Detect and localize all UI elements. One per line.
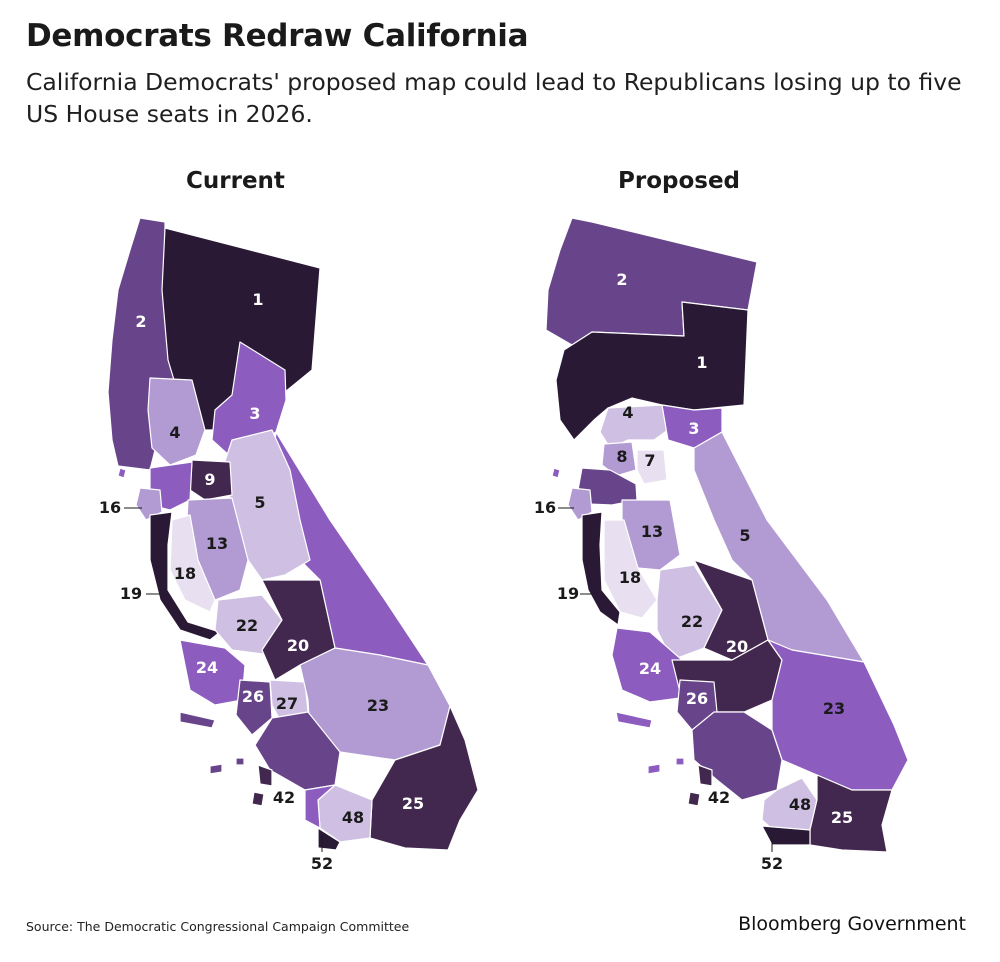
district-22 — [656, 564, 723, 661]
district-la-cluster — [691, 711, 783, 801]
island — [697, 764, 713, 787]
island — [235, 757, 245, 766]
label-16: 16 — [534, 498, 556, 517]
label-5: 5 — [254, 493, 265, 512]
label-20: 20 — [726, 637, 748, 656]
brand-logo: Bloomberg Government — [738, 913, 966, 935]
label-27: 27 — [276, 694, 298, 713]
district-4 — [147, 377, 206, 466]
island — [551, 467, 561, 479]
island — [251, 791, 265, 807]
label-1: 1 — [252, 290, 263, 309]
island — [257, 764, 273, 787]
label-22: 22 — [236, 616, 258, 635]
district-4 — [599, 404, 669, 449]
district-1 — [555, 301, 749, 441]
district-18 — [169, 514, 216, 613]
label-9: 9 — [204, 470, 215, 489]
current-map: 1 2 3 4 9 5 13 18 22 20 24 26 27 23 25 4… — [99, 217, 479, 873]
label-42: 42 — [708, 788, 730, 807]
label-24: 24 — [196, 658, 218, 677]
proposed-map: 2 1 4 3 8 7 5 13 18 22 20 24 26 23 25 48… — [534, 217, 909, 873]
district-24 — [611, 627, 683, 703]
label-13: 13 — [641, 522, 663, 541]
label-42: 42 — [273, 788, 295, 807]
label-26: 26 — [242, 687, 264, 706]
district-8 — [601, 441, 637, 477]
district-20 — [261, 579, 336, 681]
label-4: 4 — [169, 423, 180, 442]
chart-title: Democrats Redraw California — [26, 18, 529, 54]
source-note: Source: The Democratic Congressional Cam… — [26, 919, 410, 934]
island — [209, 763, 223, 775]
label-26: 26 — [686, 689, 708, 708]
label-22: 22 — [681, 612, 703, 631]
label-20: 20 — [287, 636, 309, 655]
island — [179, 711, 216, 729]
district-25 — [809, 774, 893, 853]
district-25 — [369, 705, 479, 851]
label-23: 23 — [367, 696, 389, 715]
label-13: 13 — [206, 534, 228, 553]
chart-subtitle: California Democrats' proposed map could… — [26, 68, 962, 128]
label-5: 5 — [739, 526, 750, 545]
label-3: 3 — [688, 419, 699, 438]
label-18: 18 — [174, 564, 196, 583]
label-52: 52 — [311, 854, 333, 873]
district-26 — [235, 679, 273, 736]
label-2: 2 — [616, 270, 627, 289]
district-52 — [317, 827, 341, 851]
district-42-area — [304, 784, 336, 829]
island — [117, 467, 127, 479]
island — [687, 791, 701, 807]
island — [647, 763, 661, 775]
district-18 — [603, 519, 658, 619]
label-4: 4 — [622, 403, 633, 422]
label-24: 24 — [639, 659, 661, 678]
island — [615, 711, 653, 729]
map-heading-proposed: Proposed — [618, 168, 741, 194]
label-25: 25 — [831, 808, 853, 827]
label-3: 3 — [249, 404, 260, 423]
label-8: 8 — [616, 447, 627, 466]
district-7 — [636, 449, 668, 485]
label-48: 48 — [342, 808, 364, 827]
label-25: 25 — [402, 794, 424, 813]
label-1: 1 — [696, 353, 707, 372]
label-7: 7 — [644, 451, 655, 470]
island — [675, 757, 685, 766]
label-23: 23 — [823, 699, 845, 718]
district-19 — [581, 511, 621, 626]
label-2: 2 — [135, 312, 146, 331]
label-52: 52 — [761, 854, 783, 873]
map-heading-current: Current — [186, 168, 285, 194]
district-52 — [761, 825, 811, 846]
label-19: 19 — [557, 584, 579, 603]
label-48: 48 — [789, 795, 811, 814]
label-16: 16 — [99, 498, 121, 517]
label-19: 19 — [120, 584, 142, 603]
label-18: 18 — [619, 568, 641, 587]
